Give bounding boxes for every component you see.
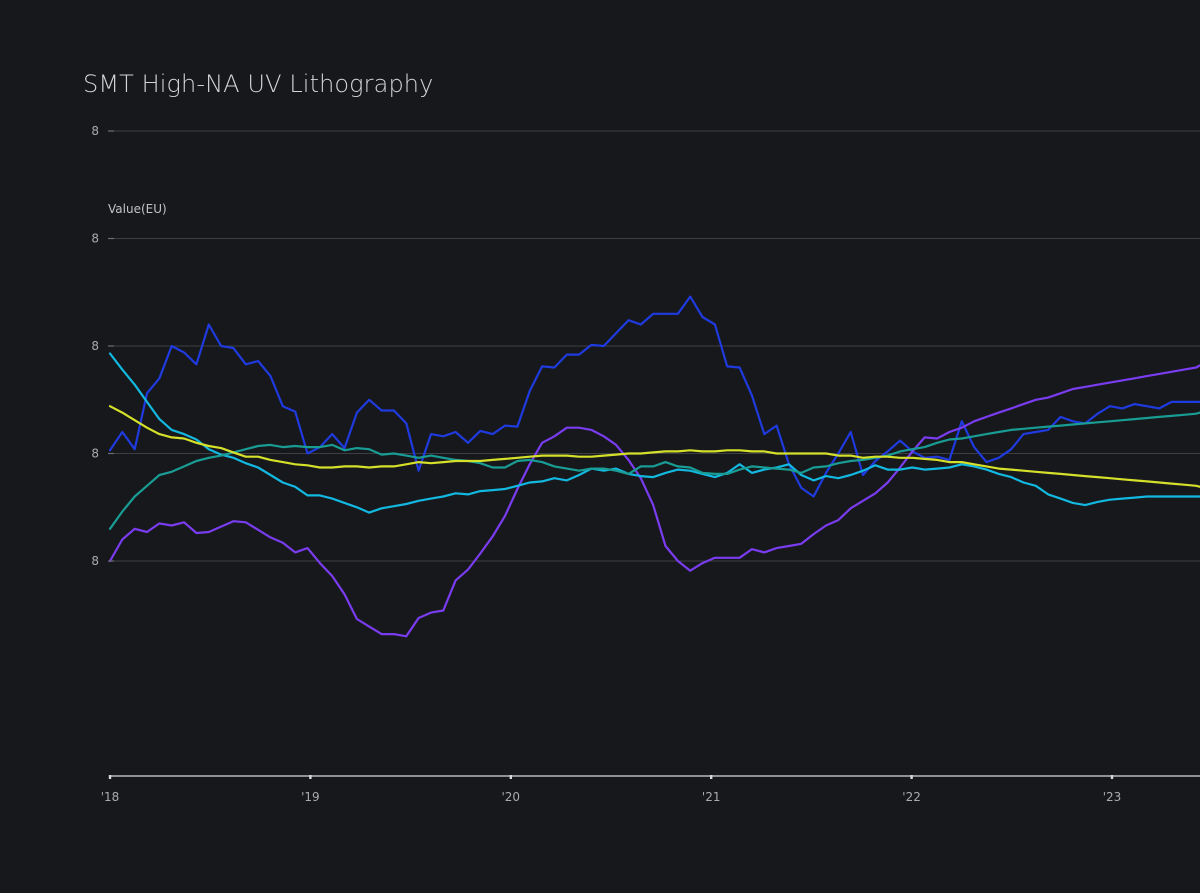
x-tick-label: '19 xyxy=(301,790,320,804)
x-tick-label: '18 xyxy=(101,790,120,804)
gridlines xyxy=(110,130,1200,562)
series-lines xyxy=(108,295,1200,638)
axes: 8 8 8 8 8 '18 '19 '20 '21 '22 '23 xyxy=(91,124,1200,804)
x-tick-label: '21 xyxy=(702,790,721,804)
y-tick-label: 8 xyxy=(91,554,99,568)
series-line-3 xyxy=(108,352,1200,514)
y-axis-label: Value(EU) xyxy=(108,202,167,216)
series-line-1 xyxy=(108,295,1200,498)
x-tick-label: '20 xyxy=(502,790,521,804)
series-line-4 xyxy=(108,411,1200,530)
x-tick-label: '23 xyxy=(1103,790,1122,804)
series-line-5 xyxy=(108,405,1200,488)
x-tick-label: '22 xyxy=(902,790,921,804)
y-tick-label: 8 xyxy=(91,339,99,353)
chart-title: SMT High-NA UV Lithography xyxy=(83,70,434,98)
series-line-2 xyxy=(108,364,1200,638)
y-tick-label: 8 xyxy=(91,232,99,246)
y-tick-label: 8 xyxy=(91,447,99,461)
y-tick-label: 8 xyxy=(91,124,99,138)
